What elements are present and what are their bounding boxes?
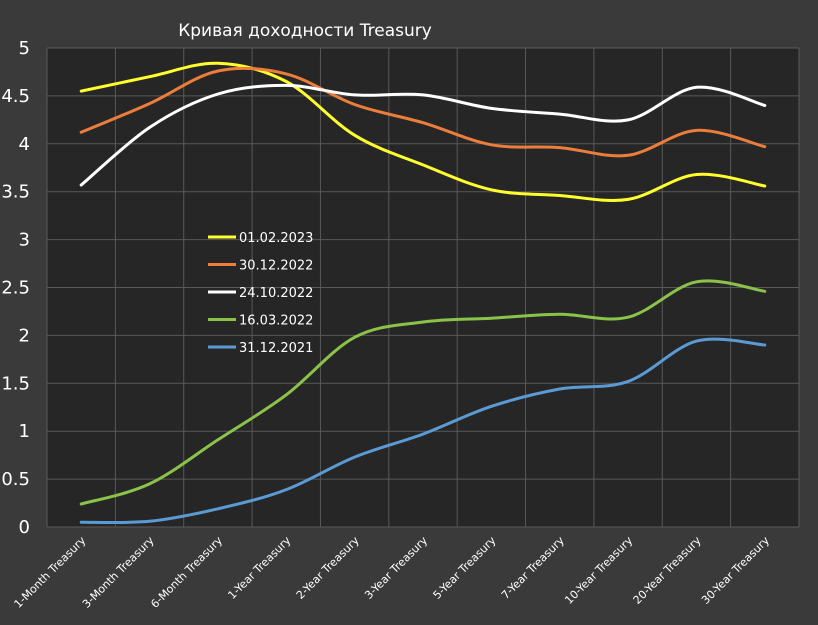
x-tick-label: 3-Month Treasury bbox=[80, 534, 157, 611]
x-tick-label: 20-Year Treasury bbox=[631, 534, 704, 607]
legend: 01.02.2023 30.12.2022 24.10.2022 16.03.2022… bbox=[208, 231, 313, 356]
x-tick-label: 1-Month Treasury bbox=[12, 534, 89, 611]
legend-label: 30.12.2022 bbox=[239, 259, 313, 274]
series-line-30.12.2022 bbox=[79, 66, 767, 158]
x-tick-label: 7-Year Treasury bbox=[499, 534, 567, 602]
y-tick-label: 5 bbox=[19, 38, 30, 59]
x-tick-label: 6-Month Treasury bbox=[148, 534, 225, 611]
y-tick-label: 1.5 bbox=[1, 373, 30, 394]
legend-label: 01.02.2023 bbox=[239, 231, 313, 246]
legend-label: 31.12.2021 bbox=[239, 341, 313, 356]
y-tick-label: 2.5 bbox=[1, 278, 30, 299]
x-tick-label: 5-Year Treasury bbox=[431, 534, 499, 602]
chart-title: Кривая доходности Treasury bbox=[178, 21, 432, 41]
series-line-16.03.2022 bbox=[79, 279, 767, 506]
y-tick-label: 4.5 bbox=[1, 86, 30, 107]
y-tick-label: 4 bbox=[19, 134, 30, 155]
x-tick-label: 3-Year Treasury bbox=[362, 534, 430, 602]
x-tick-label: 2-Year Treasury bbox=[294, 534, 362, 602]
series-line-24.10.2022 bbox=[79, 83, 767, 187]
legend-label: 24.10.2022 bbox=[239, 286, 313, 301]
series-line-31.12.2021 bbox=[79, 337, 767, 525]
y-tick-label: 2 bbox=[19, 325, 30, 346]
y-tick-label: 0 bbox=[19, 517, 30, 538]
series-lines bbox=[79, 61, 767, 525]
x-tick-label: 30-Year Treasury bbox=[699, 534, 772, 607]
y-tick-label: 1 bbox=[19, 421, 30, 442]
series-line-01.02.2023 bbox=[79, 61, 767, 203]
y-tick-label: 3.5 bbox=[1, 182, 30, 203]
y-tick-label: 3 bbox=[19, 230, 30, 251]
y-axis-ticks: 0 0.5 1 1.5 2 2.5 3 3.5 4 4.5 5 bbox=[1, 38, 30, 538]
legend-label: 16.03.2022 bbox=[239, 314, 313, 329]
x-tick-label: 1-Year Treasury bbox=[225, 534, 293, 602]
y-tick-label: 0.5 bbox=[1, 469, 30, 490]
x-tick-label: 10-Year Treasury bbox=[562, 534, 635, 607]
